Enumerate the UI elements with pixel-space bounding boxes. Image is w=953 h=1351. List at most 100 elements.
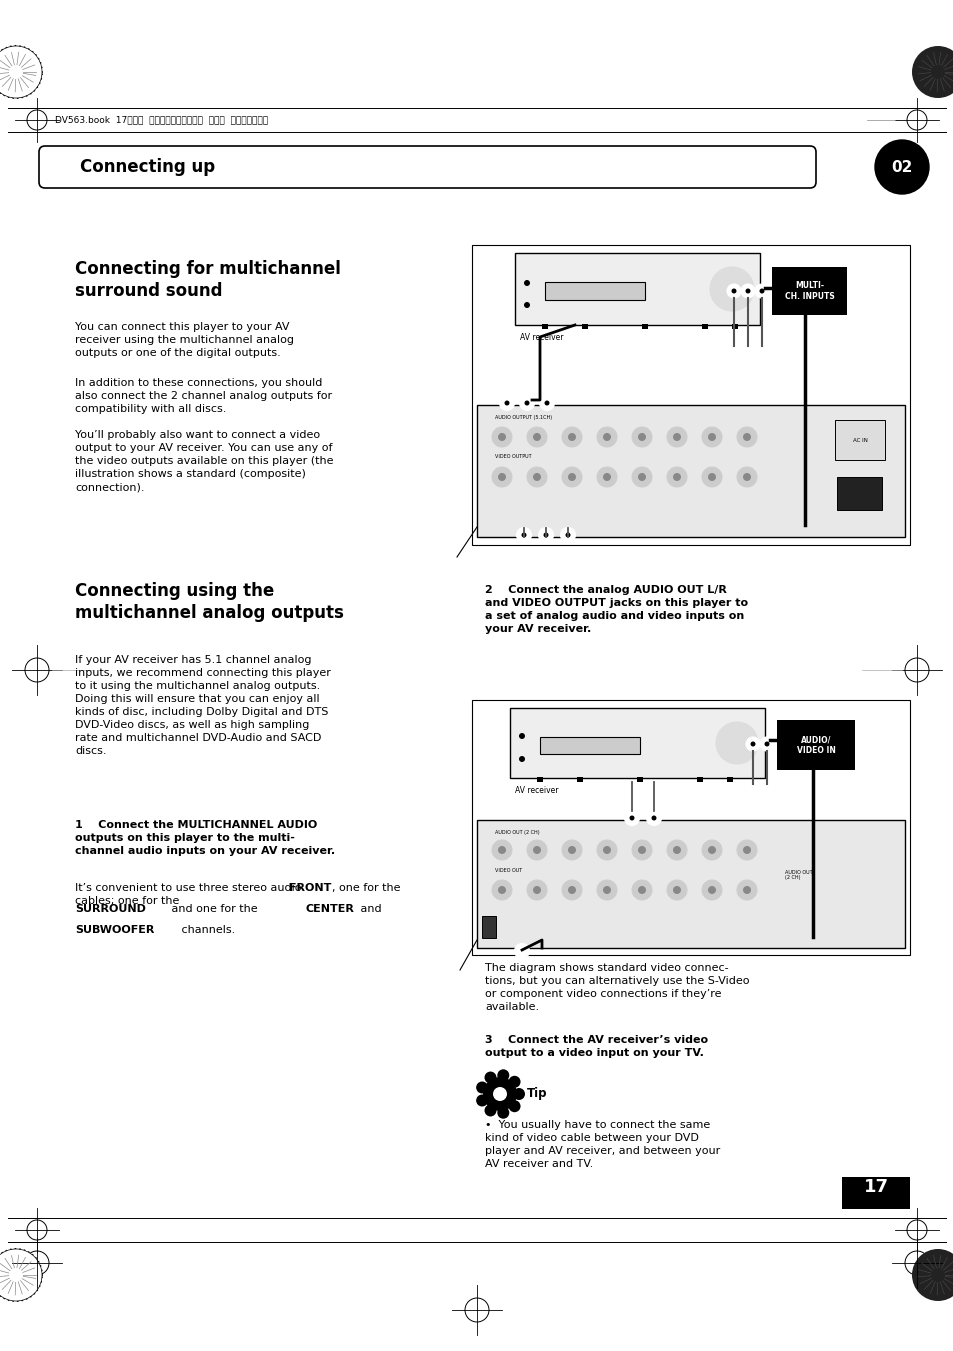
Circle shape bbox=[911, 1250, 953, 1301]
Circle shape bbox=[497, 434, 505, 440]
Text: You can connect this player to your AV
receiver using the multichannel analog
ou: You can connect this player to your AV r… bbox=[75, 322, 294, 358]
Circle shape bbox=[716, 721, 758, 765]
Circle shape bbox=[750, 742, 755, 747]
Circle shape bbox=[759, 289, 763, 293]
Circle shape bbox=[476, 1094, 488, 1106]
Circle shape bbox=[543, 532, 548, 538]
Circle shape bbox=[523, 303, 530, 308]
Circle shape bbox=[707, 434, 716, 440]
Text: VIDEO OUT: VIDEO OUT bbox=[495, 867, 521, 873]
Circle shape bbox=[597, 880, 617, 900]
Circle shape bbox=[701, 467, 721, 486]
Circle shape bbox=[484, 1071, 496, 1084]
Circle shape bbox=[9, 65, 23, 78]
Circle shape bbox=[561, 427, 581, 447]
Text: Connecting up: Connecting up bbox=[80, 158, 214, 176]
Text: 3    Connect the AV receiver’s video
output to a video input on your TV.: 3 Connect the AV receiver’s video output… bbox=[484, 1035, 707, 1058]
Circle shape bbox=[701, 427, 721, 447]
Circle shape bbox=[672, 846, 680, 854]
Circle shape bbox=[499, 396, 514, 411]
Circle shape bbox=[493, 1088, 506, 1101]
Circle shape bbox=[707, 473, 716, 481]
Circle shape bbox=[533, 434, 540, 440]
Bar bbox=[577, 777, 582, 782]
Circle shape bbox=[561, 840, 581, 861]
Circle shape bbox=[526, 840, 546, 861]
Circle shape bbox=[737, 840, 757, 861]
Circle shape bbox=[709, 267, 753, 311]
Bar bbox=[637, 777, 642, 782]
Circle shape bbox=[701, 840, 721, 861]
Circle shape bbox=[602, 473, 610, 481]
Text: If your AV receiver has 5.1 channel analog
inputs, we recommend connecting this : If your AV receiver has 5.1 channel anal… bbox=[75, 655, 331, 757]
Circle shape bbox=[526, 880, 546, 900]
Circle shape bbox=[930, 65, 944, 78]
Circle shape bbox=[930, 1269, 944, 1282]
Circle shape bbox=[533, 846, 540, 854]
Circle shape bbox=[597, 427, 617, 447]
Circle shape bbox=[742, 846, 750, 854]
Circle shape bbox=[567, 473, 576, 481]
Circle shape bbox=[521, 532, 526, 538]
Circle shape bbox=[651, 816, 656, 820]
Bar bbox=[481, 916, 496, 938]
Bar bbox=[836, 477, 882, 509]
Text: The diagram shows standard video connec-
tions, but you can alternatively use th: The diagram shows standard video connec-… bbox=[484, 963, 749, 1012]
Text: Tip: Tip bbox=[526, 1088, 547, 1101]
Circle shape bbox=[742, 886, 750, 894]
Circle shape bbox=[911, 46, 953, 99]
Circle shape bbox=[504, 400, 509, 405]
Bar bbox=[771, 267, 846, 315]
Circle shape bbox=[701, 880, 721, 900]
Text: 02: 02 bbox=[890, 159, 912, 174]
Circle shape bbox=[744, 289, 750, 293]
Circle shape bbox=[533, 886, 540, 894]
Text: 1    Connect the MULTICHANNEL AUDIO
outputs on this player to the multi-
channel: 1 Connect the MULTICHANNEL AUDIO outputs… bbox=[75, 820, 335, 857]
Bar bbox=[641, 324, 647, 330]
Text: AC IN: AC IN bbox=[852, 438, 866, 443]
Circle shape bbox=[742, 434, 750, 440]
Circle shape bbox=[539, 396, 554, 411]
Circle shape bbox=[602, 846, 610, 854]
Text: SURROUND: SURROUND bbox=[75, 904, 146, 915]
Circle shape bbox=[666, 880, 686, 900]
Bar bbox=[841, 1177, 909, 1209]
Circle shape bbox=[707, 846, 716, 854]
Bar bbox=[776, 720, 854, 770]
Circle shape bbox=[567, 886, 576, 894]
Text: and one for the: and one for the bbox=[168, 904, 261, 915]
Circle shape bbox=[560, 527, 575, 543]
Circle shape bbox=[763, 742, 769, 747]
Circle shape bbox=[0, 46, 42, 99]
Circle shape bbox=[516, 527, 531, 543]
Circle shape bbox=[638, 473, 645, 481]
Circle shape bbox=[508, 1075, 520, 1088]
Circle shape bbox=[482, 1077, 517, 1111]
Circle shape bbox=[597, 840, 617, 861]
Circle shape bbox=[754, 284, 768, 299]
Circle shape bbox=[492, 840, 512, 861]
Circle shape bbox=[672, 434, 680, 440]
Circle shape bbox=[726, 284, 740, 299]
Circle shape bbox=[740, 284, 754, 299]
Text: VIDEO OUTPUT: VIDEO OUTPUT bbox=[495, 454, 531, 459]
Text: AUDIO/
VIDEO IN: AUDIO/ VIDEO IN bbox=[796, 735, 835, 755]
Circle shape bbox=[513, 1088, 524, 1100]
Text: MULTI-
CH. INPUTS: MULTI- CH. INPUTS bbox=[783, 281, 834, 301]
Bar bbox=[472, 700, 909, 955]
Circle shape bbox=[0, 1250, 42, 1301]
Circle shape bbox=[638, 886, 645, 894]
Bar bbox=[731, 324, 738, 330]
Bar bbox=[541, 324, 547, 330]
Text: En: En bbox=[869, 1197, 881, 1206]
Circle shape bbox=[518, 734, 524, 739]
Text: AUDIO OUTPUT (5.1CH): AUDIO OUTPUT (5.1CH) bbox=[495, 415, 552, 420]
Circle shape bbox=[508, 1100, 520, 1112]
Text: AUDIO OUT
(2 CH): AUDIO OUT (2 CH) bbox=[784, 870, 812, 881]
Bar bbox=[537, 777, 542, 782]
Circle shape bbox=[497, 886, 505, 894]
Circle shape bbox=[631, 880, 651, 900]
Circle shape bbox=[544, 400, 549, 405]
Circle shape bbox=[533, 473, 540, 481]
Bar bbox=[544, 282, 644, 300]
